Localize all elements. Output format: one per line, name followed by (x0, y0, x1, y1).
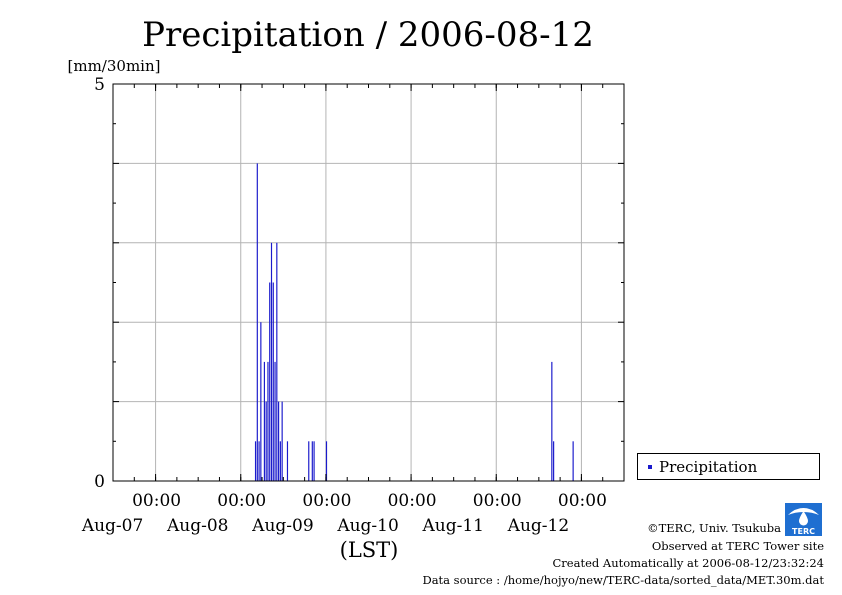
precipitation-bar (258, 441, 260, 481)
precipitation-bar (260, 322, 262, 481)
precipitation-bar (286, 441, 289, 481)
created-text: Created Automatically at 2006-08-12/23:3… (552, 556, 825, 570)
x-tick-hour-label: 00:00 (132, 491, 181, 511)
precipitation-bar (254, 441, 257, 481)
legend: Precipitation (637, 453, 820, 480)
terc-logo-icon: TERC (785, 503, 822, 536)
x-tick-hour-label: 00:00 (302, 491, 351, 511)
x-tick-hour-label: 00:00 (217, 491, 266, 511)
precipitation-bar (269, 282, 271, 481)
precipitation-bar (279, 441, 281, 481)
precipitation-bar (265, 401, 267, 481)
precipitation-bar (281, 401, 283, 481)
grid-lines (113, 84, 624, 481)
y-tick-label: 0 (94, 472, 105, 492)
observed-text: Observed at TERC Tower site (651, 539, 824, 553)
x-tick-date-label: Aug-10 (336, 516, 398, 536)
x-tick-hour-label: 00:00 (558, 491, 607, 511)
x-axis-label: (LST) (340, 538, 399, 562)
bar-series-precipitation (254, 163, 574, 481)
precipitation-bar (572, 441, 574, 481)
precipitation-bar (313, 441, 315, 481)
x-tick-date-label: Aug-07 (81, 516, 143, 536)
precipitation-bar (270, 242, 273, 481)
source-text: Data source : /home/hojyo/new/TERC-data/… (422, 573, 824, 587)
x-tick-hour-label: 00:00 (388, 491, 437, 511)
logo-text: TERC (792, 527, 815, 536)
y-tick-labels: 05 (94, 75, 105, 492)
legend-label: Precipitation (659, 458, 758, 476)
x-tick-date-label: Aug-09 (251, 516, 313, 536)
y-axis-unit-label: [mm/30min] (68, 57, 161, 75)
x-tick-date-label: Aug-11 (422, 516, 484, 536)
precipitation-bar (267, 361, 269, 481)
precipitation-bar (551, 361, 553, 481)
legend-swatch (648, 465, 652, 469)
precipitation-bar (276, 242, 278, 481)
axis-ticks (112, 84, 625, 481)
chart-title: Precipitation / 2006-08-12 (142, 15, 594, 55)
x-tick-date-label: Aug-08 (166, 516, 228, 536)
x-tick-labels: 00:00 Aug-07 00:00 Aug-08 00:00 Aug-09 00:00 Au… (81, 491, 607, 536)
precipitation-bar (256, 163, 258, 481)
y-tick-label: 5 (94, 75, 105, 95)
precipitation-bar (553, 441, 555, 481)
x-tick-hour-label: 00:00 (473, 491, 522, 511)
precipitation-bar (278, 401, 280, 481)
plot-frame (112, 83, 625, 482)
precipitation-bar (311, 441, 313, 481)
precipitation-bar (274, 361, 276, 481)
precipitation-bar (272, 282, 274, 481)
copyright-text: ©TERC, Univ. Tsukuba (647, 521, 781, 535)
x-tick-date-label: Aug-12 (507, 516, 569, 536)
precipitation-bar (325, 441, 328, 481)
precipitation-bar (308, 441, 310, 481)
precipitation-bar (263, 361, 265, 481)
